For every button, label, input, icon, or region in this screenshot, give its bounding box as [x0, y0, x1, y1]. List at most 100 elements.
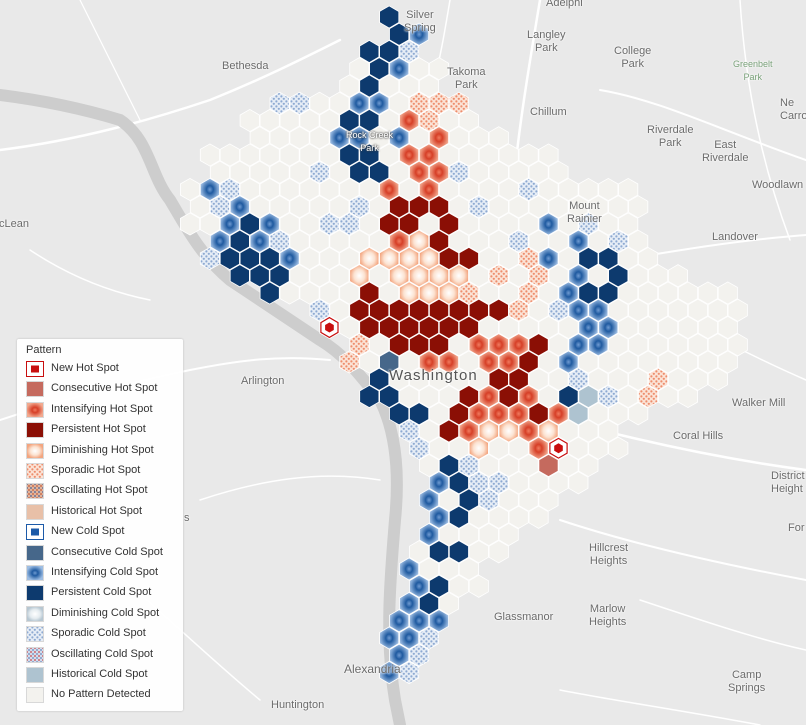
hex-no-pattern[interactable] [697, 315, 718, 340]
hex-no-pattern[interactable] [409, 367, 430, 391]
hex-intensifying-hot[interactable] [488, 402, 509, 426]
hex-diminishing-hot[interactable] [428, 264, 450, 288]
hex-intensifying-hot[interactable] [389, 229, 410, 253]
hex-no-pattern[interactable] [687, 333, 708, 357]
hex-sporadic-cold[interactable] [209, 195, 230, 219]
hex-no-pattern[interactable] [658, 350, 679, 374]
hex-no-pattern[interactable] [518, 315, 539, 340]
hex-diminishing-hot[interactable] [468, 436, 489, 460]
hex-no-pattern[interactable] [498, 315, 519, 340]
hex-persistent-cold[interactable] [608, 264, 629, 288]
hex-no-pattern[interactable] [478, 177, 499, 202]
hex-intensifying-hot[interactable] [498, 350, 519, 374]
hex-no-pattern[interactable] [279, 143, 300, 167]
hex-no-pattern[interactable] [558, 453, 579, 478]
hex-no-pattern[interactable] [478, 212, 499, 236]
hex-no-pattern[interactable] [548, 333, 569, 357]
hex-intensifying-cold[interactable] [349, 126, 370, 150]
hex-diminishing-hot[interactable] [418, 281, 440, 305]
hex-intensifying-cold[interactable] [409, 609, 430, 633]
hex-no-pattern[interactable] [658, 281, 679, 305]
hex-persistent-cold[interactable] [598, 246, 619, 271]
hex-no-pattern[interactable] [508, 160, 529, 184]
hex-sporadic-hot[interactable] [458, 281, 479, 305]
hex-no-pattern[interactable] [239, 177, 260, 202]
hex-no-pattern[interactable] [319, 108, 340, 133]
hex-sporadic-hot[interactable] [518, 281, 539, 305]
hex-no-pattern[interactable] [578, 453, 599, 478]
hex-no-pattern[interactable] [478, 143, 499, 167]
hex-persistent-cold[interactable] [259, 246, 280, 271]
hex-no-pattern[interactable] [339, 74, 360, 98]
hex-no-pattern[interactable] [678, 350, 698, 374]
hex-no-pattern[interactable] [558, 315, 579, 340]
hex-no-pattern[interactable] [339, 281, 360, 305]
hex-no-pattern[interactable] [538, 281, 559, 305]
hex-no-pattern[interactable] [618, 246, 639, 271]
hex-no-pattern[interactable] [558, 212, 579, 236]
hex-no-pattern[interactable] [418, 384, 440, 409]
hex-no-pattern[interactable] [438, 488, 460, 512]
hex-no-pattern[interactable] [538, 315, 559, 340]
hex-no-pattern[interactable] [717, 350, 738, 374]
hex-intensifying-cold[interactable] [558, 281, 579, 305]
hex-sporadic-cold[interactable] [508, 229, 529, 253]
hex-persistent-cold[interactable] [339, 143, 360, 167]
hex-sporadic-cold[interactable] [418, 626, 440, 650]
hex-no-pattern[interactable] [468, 505, 489, 529]
hex-no-pattern[interactable] [727, 333, 748, 357]
hex-no-pattern[interactable] [658, 315, 679, 340]
hex-sporadic-cold[interactable] [269, 229, 290, 253]
hex-no-pattern[interactable] [289, 195, 310, 219]
hex-no-pattern[interactable] [468, 264, 489, 288]
hex-no-pattern[interactable] [359, 177, 380, 202]
hex-persistent-hot[interactable] [418, 315, 440, 340]
hex-persistent-cold[interactable] [249, 264, 270, 288]
hex-intensifying-cold[interactable] [588, 333, 609, 357]
hex-no-pattern[interactable] [369, 333, 390, 357]
hex-no-pattern[interactable] [498, 488, 519, 512]
hex-intensifying-hot[interactable] [548, 402, 569, 426]
hex-persistent-hot[interactable] [458, 246, 479, 271]
hex-no-pattern[interactable] [588, 436, 609, 460]
hex-no-pattern[interactable] [319, 281, 340, 305]
hex-persistent-hot[interactable] [359, 281, 380, 305]
hex-persistent-cold[interactable] [598, 281, 619, 305]
hex-persistent-hot[interactable] [458, 384, 479, 409]
hex-intensifying-cold[interactable] [199, 177, 220, 202]
hex-no-pattern[interactable] [448, 333, 469, 357]
hex-no-pattern[interactable] [628, 229, 649, 253]
hex-no-pattern[interactable] [558, 246, 579, 271]
hex-no-pattern[interactable] [508, 195, 529, 219]
hex-no-pattern[interactable] [249, 126, 270, 150]
hex-no-pattern[interactable] [259, 143, 280, 167]
hex-persistent-cold[interactable] [359, 384, 380, 409]
hex-sporadic-cold[interactable] [339, 212, 360, 236]
hex-intensifying-hot[interactable] [508, 333, 529, 357]
hex-no-pattern[interactable] [518, 488, 539, 512]
hex-no-pattern[interactable] [379, 108, 400, 133]
hex-no-pattern[interactable] [329, 91, 350, 115]
hex-no-pattern[interactable] [299, 143, 320, 167]
hex-no-pattern[interactable] [458, 108, 479, 133]
hex-no-pattern[interactable] [359, 350, 380, 374]
hex-no-pattern[interactable] [448, 229, 469, 253]
hex-grid[interactable] [179, 5, 748, 685]
hex-no-pattern[interactable] [697, 281, 718, 305]
hex-no-pattern[interactable] [289, 264, 310, 288]
hex-intensifying-cold[interactable] [598, 315, 619, 340]
hex-intensifying-hot[interactable] [508, 402, 529, 426]
hex-no-pattern[interactable] [648, 298, 669, 322]
hex-persistent-cold[interactable] [409, 402, 430, 426]
hex-no-pattern[interactable] [309, 195, 330, 219]
hex-intensifying-hot[interactable] [418, 350, 440, 374]
hex-persistent-cold[interactable] [418, 591, 440, 616]
hex-no-pattern[interactable] [508, 471, 529, 495]
hex-persistent-hot[interactable] [438, 212, 460, 236]
hex-no-pattern[interactable] [648, 333, 669, 357]
hex-no-pattern[interactable] [329, 195, 350, 219]
hex-persistent-cold[interactable] [359, 108, 380, 133]
hex-sporadic-hot[interactable] [428, 91, 450, 115]
hex-no-pattern[interactable] [488, 505, 509, 529]
hex-no-pattern[interactable] [588, 402, 609, 426]
